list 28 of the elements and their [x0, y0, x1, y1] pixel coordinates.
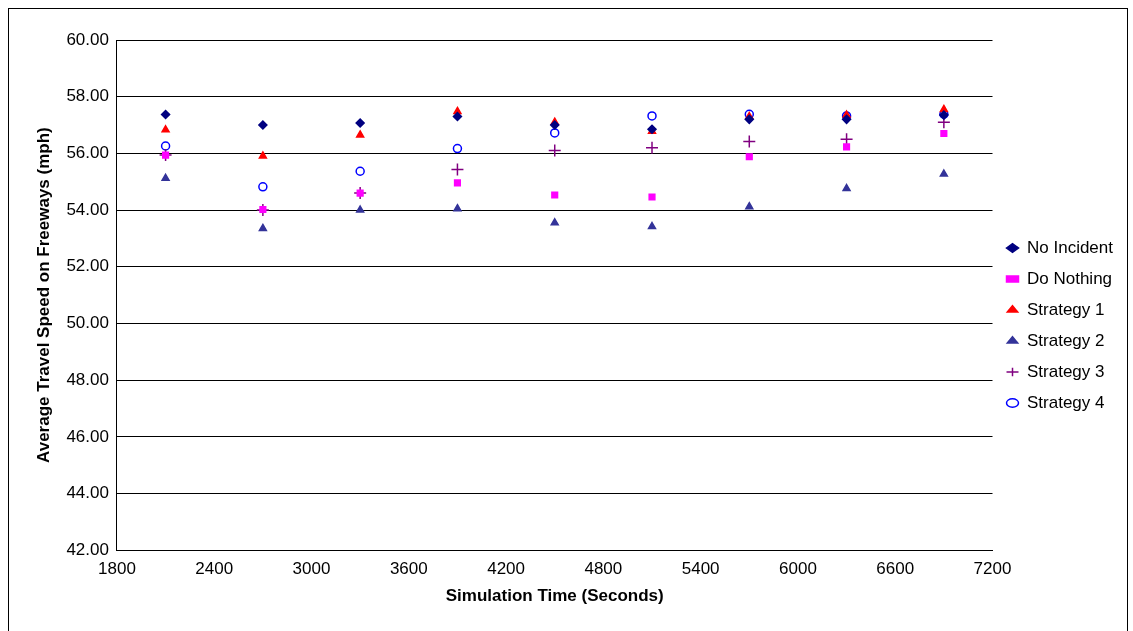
y-tick-label: 60.00 — [66, 29, 109, 49]
x-tick-label: 4200 — [487, 559, 525, 579]
legend-label: Strategy 1 — [1027, 299, 1105, 319]
x-tick-label: 1800 — [98, 559, 136, 579]
y-tick-label: 52.00 — [66, 256, 109, 276]
x-tick-label: 3600 — [389, 559, 428, 579]
y-tick-label: 46.00 — [66, 426, 109, 446]
legend-label: Strategy 4 — [1027, 392, 1105, 412]
y-tick-label: 58.00 — [66, 86, 109, 106]
y-axis-title: Average Travel Speed on Freeways (mph) — [33, 127, 53, 463]
x-tick-label: 5400 — [681, 559, 720, 579]
y-tick-label: 54.00 — [66, 199, 109, 219]
x-tick-label: 2400 — [195, 559, 234, 579]
legend-label: Strategy 3 — [1027, 361, 1105, 381]
y-tick-label: 42.00 — [66, 539, 109, 559]
x-tick-label: 4800 — [584, 559, 623, 579]
legend-label: Do Nothing — [1027, 268, 1113, 288]
x-axis-title: Simulation Time (Seconds) — [445, 586, 664, 606]
y-tick-label: 50.00 — [66, 313, 109, 333]
y-tick-label: 48.00 — [66, 369, 109, 389]
x-tick-label: 6000 — [779, 559, 817, 579]
y-tick-label: 56.00 — [66, 143, 109, 163]
legend-label: No Incident — [1027, 237, 1114, 257]
x-tick-label: 6600 — [876, 559, 915, 579]
y-tick-label: 44.00 — [66, 483, 109, 503]
x-tick-label: 3000 — [292, 559, 331, 579]
legend-label: Strategy 2 — [1027, 330, 1105, 350]
x-tick-label: 7200 — [973, 559, 1012, 579]
